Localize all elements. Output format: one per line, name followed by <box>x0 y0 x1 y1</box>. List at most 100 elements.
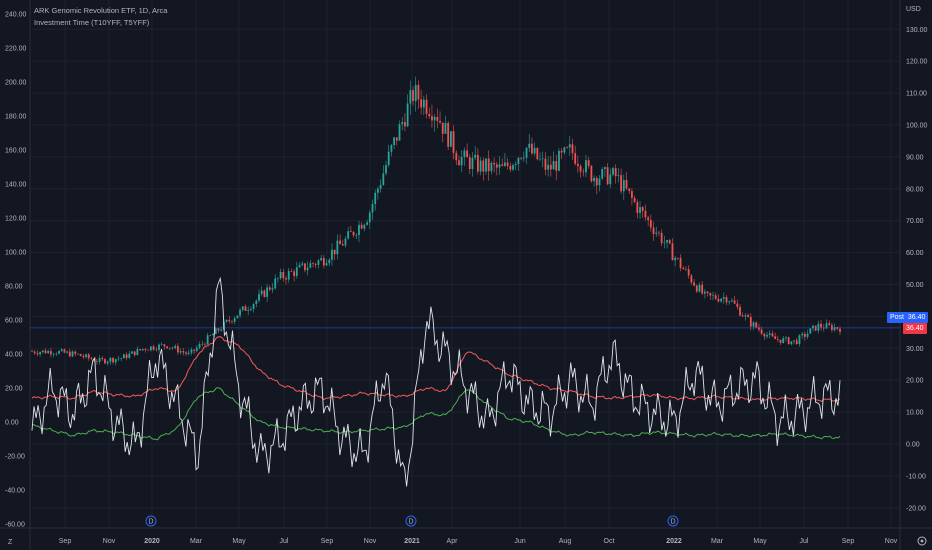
candle-body <box>833 327 836 331</box>
candle-body <box>36 353 39 355</box>
time-axis-label: Jul <box>800 538 809 545</box>
candle-body <box>101 358 104 360</box>
candle-body <box>185 352 187 354</box>
candle-body <box>322 258 325 266</box>
candle-body <box>158 344 160 350</box>
candle-body <box>709 292 712 296</box>
candle-body <box>166 346 169 349</box>
left-axis-label: 200.00 <box>5 80 27 87</box>
left-axis-label: 240.00 <box>5 12 27 19</box>
candle-body <box>287 271 290 280</box>
time-axis-label: 2021 <box>404 538 420 545</box>
candle-body <box>812 325 814 329</box>
candle-body <box>806 333 809 337</box>
candle-body <box>304 263 306 271</box>
candle-body <box>676 257 679 259</box>
right-axis-label: 20.00 <box>906 378 924 385</box>
indicator-bands <box>31 276 841 487</box>
candle-body <box>255 300 258 305</box>
candle-body <box>633 197 636 202</box>
candle-body <box>641 207 644 211</box>
left-axis-label: 120.00 <box>5 216 27 223</box>
candle-body <box>177 346 179 353</box>
candle-body <box>128 353 131 359</box>
candle-body <box>441 122 444 134</box>
candle-body <box>406 103 409 127</box>
candle-body <box>347 231 350 239</box>
candle-body <box>706 291 709 293</box>
candle-body <box>785 337 787 339</box>
candle-body <box>539 158 541 160</box>
candle-body <box>44 350 47 354</box>
candle-body <box>647 217 650 220</box>
candle-body <box>741 315 744 317</box>
candle-body <box>828 323 831 325</box>
candle-body <box>241 306 244 310</box>
candle-body <box>339 240 341 245</box>
candle-body <box>671 243 674 261</box>
left-axis-label: -20.00 <box>5 454 25 461</box>
time-scale[interactable]: Sep Nov 2020 Mar May Jul Sep Nov 2021 Apr Jun Aug Oc… <box>59 538 898 545</box>
candle-body <box>431 116 433 121</box>
candle-body <box>504 162 506 166</box>
candle-body <box>258 293 260 301</box>
right-axis-label: -20.00 <box>906 505 926 512</box>
candle-body <box>801 333 804 336</box>
candle-body <box>787 337 790 345</box>
right-price-scale[interactable]: USD 130.00 120.00 110.00 100.00 90.00 80.00 70.… <box>906 6 928 512</box>
dividend-marker-label: D <box>408 519 413 526</box>
candle-body <box>274 278 277 289</box>
right-axis-label: 0.00 <box>906 442 920 449</box>
candle-body <box>147 349 150 351</box>
candle-body <box>182 351 185 353</box>
candle-body <box>106 361 109 364</box>
candle-body <box>541 158 544 160</box>
candle-body <box>325 263 328 266</box>
candle-body <box>117 358 120 360</box>
candle-body <box>301 263 304 265</box>
candle-body <box>571 144 574 154</box>
right-axis-label: 80.00 <box>906 186 924 193</box>
candle-body <box>525 147 528 158</box>
candle-body <box>714 295 717 299</box>
candle-body <box>395 137 398 141</box>
candle-body <box>531 143 533 154</box>
candle-body <box>522 157 525 159</box>
dividend-marker[interactable] <box>145 515 157 527</box>
settings-gear-icon[interactable] <box>917 536 927 546</box>
candle-body <box>39 352 42 355</box>
right-axis-label: 130.00 <box>906 27 928 34</box>
symbol-title[interactable]: ARK Genomic Revolution ETF, 1D, Arca <box>34 6 168 15</box>
time-axis-label: May <box>753 538 767 545</box>
candle-body <box>144 348 147 350</box>
candle-body <box>279 271 282 279</box>
candle-body <box>93 359 96 362</box>
right-axis-label: 120.00 <box>906 59 928 66</box>
candle-body <box>447 122 450 147</box>
candle-body <box>104 359 106 364</box>
candle-body <box>644 210 647 218</box>
candle-body <box>758 327 760 330</box>
candle-body <box>195 347 198 351</box>
dividend-marker[interactable] <box>667 515 679 527</box>
candle-body <box>298 264 301 268</box>
candle-body <box>355 235 358 236</box>
candle-body <box>471 157 474 170</box>
candle-body <box>660 232 663 244</box>
candle-body <box>320 258 323 261</box>
candle-body <box>574 153 577 164</box>
svg-text:Z: Z <box>8 539 13 546</box>
candle-body <box>649 219 652 228</box>
candle-body <box>690 275 693 283</box>
candle-body <box>495 164 498 168</box>
dividend-marker[interactable] <box>405 515 417 527</box>
left-price-scale[interactable]: 240.00 220.00 200.00 180.00 160.00 140.00 120.… <box>5 12 27 529</box>
candle-body <box>168 347 171 349</box>
candle-body <box>331 249 333 260</box>
candle-body <box>820 323 822 328</box>
indicator-title[interactable]: Investment Time (T10YFF, T5YFF) <box>34 18 150 27</box>
candle-body <box>98 358 101 362</box>
candle-body <box>528 143 531 148</box>
